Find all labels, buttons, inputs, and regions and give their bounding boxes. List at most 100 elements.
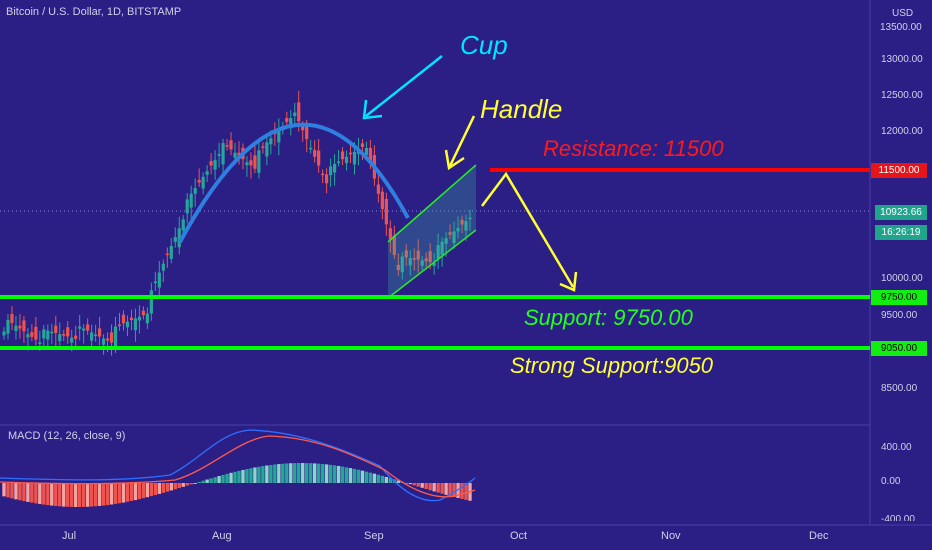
candle-body: [129, 317, 134, 321]
macd-histogram-bar: [145, 483, 150, 498]
chart-title: Bitcoin / U.S. Dollar, 1D, BITSTAMP: [6, 6, 182, 18]
candle-body: [400, 256, 404, 273]
macd-histogram-bar: [432, 483, 436, 492]
handle-arrow-shaft: [448, 115, 476, 167]
candle-body: [297, 102, 301, 122]
time-label: Aug: [212, 530, 232, 542]
macd-histogram-bar: [452, 483, 456, 497]
signal-line: [0, 435, 476, 498]
candle-body: [388, 228, 392, 240]
macd-histogram-bar: [217, 476, 221, 483]
candle-body: [201, 176, 205, 189]
macd-histogram-bar: [133, 483, 138, 501]
macd-histogram-bar: [348, 468, 353, 483]
countdown-badge: 16:26:19: [875, 225, 927, 240]
candle-body: [412, 258, 416, 260]
candle-body: [317, 150, 321, 166]
candle-body: [22, 320, 26, 332]
candle-body: [185, 199, 189, 214]
macd-histogram-bar: [129, 483, 134, 501]
macd-histogram-bar: [404, 482, 408, 484]
projection-arrow-shaft: [481, 171, 575, 288]
time-label: Sep: [364, 530, 384, 542]
candle-body: [213, 159, 217, 170]
macd-histogram-bar: [105, 483, 110, 506]
resistance-annotation: Resistance: 11500: [543, 136, 724, 161]
macd-histogram-bar: [460, 483, 464, 499]
macd-histogram-bar: [420, 483, 424, 488]
candle-body: [416, 250, 420, 260]
candle-body: [173, 237, 177, 242]
candle-body: [181, 219, 185, 231]
candle-body: [82, 328, 86, 331]
candle-body: [245, 162, 249, 166]
macd-histogram-bar: [436, 483, 440, 493]
macd-histogram-bar: [2, 483, 6, 497]
macd-histogram-bar: [38, 483, 42, 505]
macd-label: MACD (12, 26, close, 9): [8, 430, 126, 442]
candle-body: [14, 325, 18, 332]
macd-histogram-bar: [89, 483, 94, 507]
macd-histogram-bar: [73, 483, 78, 507]
macd-histogram-bar: [30, 483, 34, 503]
macd-histogram-bar: [22, 483, 26, 502]
candle-body: [221, 143, 225, 165]
candle-body: [456, 227, 460, 232]
projection-arrow-head: [559, 271, 578, 292]
handle-channel-top: [387, 164, 477, 243]
candle-body: [6, 320, 10, 334]
macd-histogram-bar: [332, 465, 337, 483]
macd-histogram-bar: [14, 483, 18, 500]
candle-body: [392, 235, 396, 255]
candle-body: [404, 250, 408, 258]
macd-histogram-bar: [336, 465, 341, 483]
candle-body: [440, 241, 444, 256]
candle-body: [352, 151, 357, 165]
candle-body: [74, 335, 78, 339]
candle-body: [380, 191, 384, 210]
macd-tick: 400.00: [881, 442, 912, 453]
macd-histogram-bar: [169, 483, 173, 491]
candle-body: [38, 342, 42, 344]
candle-body: [105, 338, 110, 341]
macd-histogram-bar: [46, 483, 50, 506]
macd-histogram-bar: [360, 470, 365, 483]
macd-histogram-bar: [225, 473, 229, 483]
candle-body: [157, 272, 161, 288]
macd-histogram-bar: [237, 470, 241, 483]
candle-body: [177, 228, 181, 248]
candle-body: [161, 263, 165, 271]
candle-body: [448, 232, 452, 235]
candle-body: [217, 154, 221, 156]
macd-histogram-bar: [161, 483, 166, 493]
candle-body: [332, 164, 337, 173]
macd-histogram-bar: [229, 472, 233, 483]
candle-body: [117, 324, 122, 327]
candle-body: [97, 328, 102, 337]
price-tick: 10000.00: [881, 273, 923, 284]
strong-support-annotation: Strong Support:9050: [510, 353, 714, 378]
macd-histogram-bar: [364, 471, 369, 483]
macd-histogram-bar: [308, 463, 313, 483]
macd-histogram-bar: [121, 483, 126, 503]
macd-histogram-bar: [125, 483, 130, 502]
macd-histogram-bar: [456, 483, 460, 498]
candle-body: [113, 326, 118, 349]
candle-body: [62, 334, 66, 336]
macd-histogram-bar: [54, 483, 58, 507]
macd-histogram-bar: [388, 478, 393, 483]
candle-body: [2, 331, 6, 336]
time-label: Jul: [62, 530, 77, 542]
macd-histogram-bar: [10, 483, 14, 499]
candle-body: [153, 281, 157, 283]
macd-histogram-bar: [109, 483, 114, 505]
macd-histogram-bar: [277, 464, 281, 483]
macd-histogram-bar: [356, 469, 361, 483]
candle-body: [289, 118, 293, 129]
macd-histogram-bar: [153, 483, 158, 496]
macd-histogram-bar: [376, 474, 381, 483]
candle-body: [340, 151, 345, 160]
candle-body: [237, 152, 241, 156]
macd-histogram-bar: [340, 466, 345, 483]
